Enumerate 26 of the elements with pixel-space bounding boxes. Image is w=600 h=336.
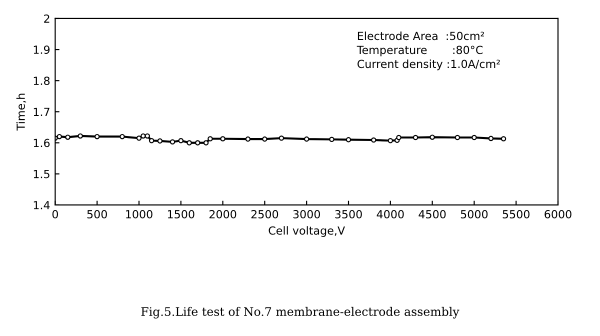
x-axis-title: Cell voltage,V (268, 226, 345, 237)
y-tick-label: 1.8 (34, 76, 50, 86)
x-tick-label: 2500 (251, 210, 278, 218)
y-axis-title: Time,h (16, 94, 26, 131)
y-tick-label: 2 (44, 14, 50, 23)
annotation: Current density :1.0A/cm² (358, 60, 500, 70)
y-tick-label: 1.5 (34, 170, 50, 178)
y-tick-label: 1.4 (34, 201, 50, 210)
x-tick-label: 3500 (335, 210, 362, 218)
x-tick-label: 4000 (376, 210, 404, 218)
annotation: Temperature :80°C (356, 46, 483, 56)
x-tick-label: 1000 (126, 210, 152, 218)
caption: Fig.5.Life test of No.7 membrane-electrode assembly (141, 306, 460, 318)
x-tick-label: 2000 (209, 210, 236, 218)
x-tick-label: 5000 (460, 210, 488, 218)
y-tick-label: 1.7 (34, 108, 50, 116)
x-tick-label: 3000 (293, 210, 320, 218)
x-tick-label: 500 (87, 210, 107, 218)
x-tick-label: 6000 (544, 210, 572, 218)
x-tick-label: 0 (52, 210, 58, 218)
x-tick-label: 4500 (418, 210, 446, 218)
y-tick-label: 1.9 (34, 46, 50, 54)
x-tick-label: 1500 (168, 210, 194, 218)
x-tick-label: 5500 (502, 210, 530, 218)
y-tick-label: 1.6 (34, 138, 50, 148)
annotation: Electrode Area :50cm² (358, 32, 484, 40)
